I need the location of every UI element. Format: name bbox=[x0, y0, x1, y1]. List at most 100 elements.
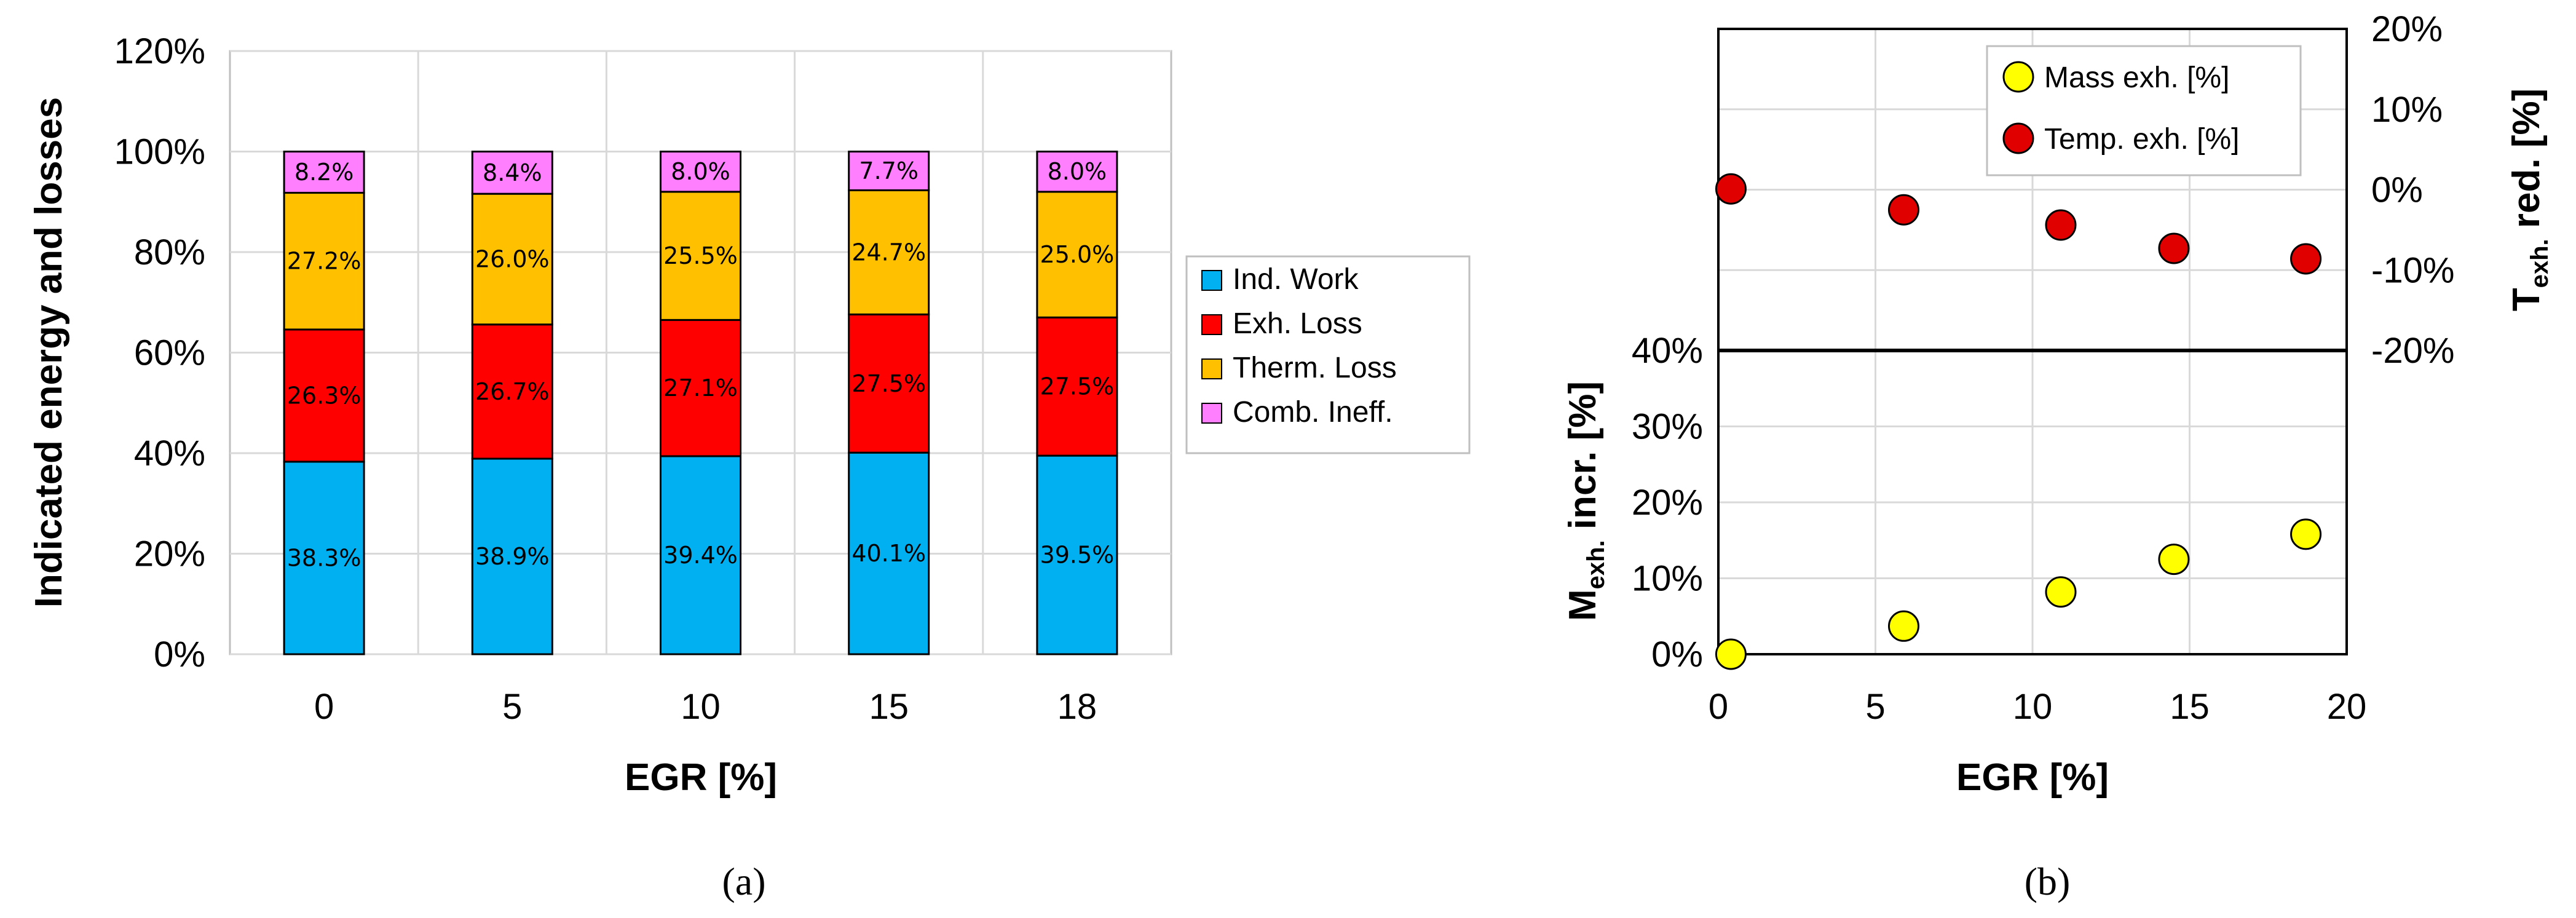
x-axis-title-b: EGR [%] bbox=[1956, 756, 2109, 799]
bar-data-label: 26.0% bbox=[475, 245, 550, 272]
bar-data-label: 25.5% bbox=[663, 242, 738, 269]
y-right-tick-label-b: 0% bbox=[2371, 170, 2423, 210]
bar-data-label: 26.3% bbox=[287, 382, 362, 409]
y-right-title-sub: exh. bbox=[2526, 239, 2553, 288]
legend-a-label: Comb. Ineff. bbox=[1233, 396, 1393, 429]
legend-a-entries: Ind. Work Exh. Loss Therm. Loss Comb. Ineff… bbox=[1201, 263, 1397, 429]
y-left-title-rest: incr. [%] bbox=[1562, 381, 1604, 540]
y-tick-labels-a: 0% 20% 40% 60% 80% 100% 120% bbox=[114, 31, 205, 675]
bar-data-label: 7.7% bbox=[859, 157, 919, 184]
bar-data-label: 38.3% bbox=[287, 544, 362, 571]
gridlines-a bbox=[230, 50, 1171, 655]
x-tick-label-b: 5 bbox=[1865, 687, 1885, 727]
legend-b-marker bbox=[2002, 122, 2034, 154]
points-b bbox=[1715, 173, 2322, 670]
bar-data-label: 26.7% bbox=[475, 378, 550, 405]
bar-segment bbox=[471, 151, 553, 195]
y-left-tick-label-b: 20% bbox=[1632, 483, 1703, 523]
x-tick-label-b: 0 bbox=[1709, 687, 1728, 727]
bar-segment bbox=[471, 457, 553, 655]
y-tick-label-a: 40% bbox=[134, 433, 205, 473]
legend-a-frame bbox=[1185, 255, 1471, 454]
bar-segment bbox=[283, 328, 365, 463]
bar-segment bbox=[660, 191, 741, 321]
bar-data-label: 8.0% bbox=[1048, 158, 1107, 185]
legend-b-label: Temp. exh. [%] bbox=[2044, 123, 2239, 156]
legend-a-swatch bbox=[1201, 358, 1222, 379]
mass-exh-point bbox=[2045, 576, 2077, 608]
y-tick-label-a: 20% bbox=[134, 534, 205, 574]
temp-exh-point bbox=[2158, 232, 2190, 264]
x-axis-title-a: EGR [%] bbox=[625, 756, 777, 799]
temp-exh-point bbox=[2045, 209, 2077, 241]
bar-segment bbox=[660, 455, 741, 655]
legend-a-swatch bbox=[1201, 270, 1222, 291]
legend-a: Ind. Work Exh. Loss Therm. Loss Comb. Ineff… bbox=[1185, 255, 1471, 454]
panel-a-stacked-bar-chart: 38.3% 26.3% 27.2% 8.2% 38.9% 26.7% 26.0% 8.4% 39… bbox=[28, 31, 1471, 903]
bar-data-label: 39.5% bbox=[1040, 542, 1115, 569]
mass-exh-point bbox=[2290, 518, 2322, 550]
y-left-axis-title-b: Mexh. incr. [%] bbox=[1562, 381, 1610, 621]
y-left-title-main: M bbox=[1562, 589, 1604, 621]
x-tick-labels-a: 0 5 10 15 18 bbox=[314, 687, 1097, 727]
y-right-tick-label-b: 10% bbox=[2371, 90, 2443, 130]
x-tick-label-b: 20 bbox=[2327, 687, 2367, 727]
bar-segment bbox=[471, 192, 553, 326]
x-tick-label-a: 15 bbox=[869, 687, 909, 727]
x-tick-label-a: 5 bbox=[502, 687, 522, 727]
panel-label-a: (a) bbox=[722, 860, 765, 903]
bar-data-label: 25.0% bbox=[1040, 241, 1115, 268]
y-right-tick-label-b: -20% bbox=[2371, 331, 2454, 371]
bar-segment bbox=[848, 189, 930, 315]
bar-segment bbox=[848, 313, 930, 454]
legend-a-label: Exh. Loss bbox=[1233, 307, 1362, 340]
x-tick-label-b: 15 bbox=[2170, 687, 2210, 727]
bar-data-label: 27.2% bbox=[287, 248, 362, 275]
y-left-tick-labels-b: 0% 10% 20% 30% 40% bbox=[1632, 331, 1703, 675]
panel-label-b: (b) bbox=[2025, 860, 2071, 903]
legend-a-label: Therm. Loss bbox=[1233, 352, 1397, 384]
x-tick-labels-b: 0 5 10 15 20 bbox=[1709, 687, 2366, 727]
legend-a-label: Ind. Work bbox=[1233, 263, 1359, 296]
legend-b: Mass exh. [%] Temp. exh. [%] bbox=[1986, 45, 2302, 176]
y-left-title-sub: exh. bbox=[1582, 540, 1610, 589]
y-axis-title-a: Indicated energy and losses bbox=[28, 97, 70, 607]
temp-exh-point bbox=[2290, 243, 2322, 275]
bar-segment bbox=[1036, 316, 1118, 457]
bar-segment bbox=[848, 451, 930, 655]
y-left-tick-label-b: 30% bbox=[1632, 407, 1703, 447]
legend-b-marker bbox=[2002, 61, 2034, 93]
y-right-tick-label-b: 20% bbox=[2371, 9, 2443, 49]
bar-segment bbox=[1036, 454, 1118, 655]
bar-segment bbox=[848, 151, 930, 191]
legend-a-swatch bbox=[1201, 403, 1222, 424]
bar-segment bbox=[660, 151, 741, 193]
mass-exh-point bbox=[2158, 544, 2190, 576]
y-tick-label-a: 0% bbox=[154, 635, 205, 675]
bar-data-label: 40.1% bbox=[851, 540, 926, 567]
bar-data-label: 27.1% bbox=[663, 374, 738, 402]
y-right-title-main: T bbox=[2505, 288, 2548, 311]
y-tick-label-a: 80% bbox=[134, 232, 205, 272]
legend-b-entries: Mass exh. [%] Temp. exh. [%] bbox=[2002, 61, 2239, 156]
plot-area-b bbox=[1717, 28, 2348, 655]
bar-data-label: 27.5% bbox=[851, 370, 926, 397]
bar-data-label: 8.0% bbox=[671, 158, 730, 185]
bar-segment bbox=[1036, 151, 1118, 193]
bar-data-label: 24.7% bbox=[851, 239, 926, 266]
x-tick-label-a: 0 bbox=[314, 687, 334, 727]
y-right-tick-label-b: -10% bbox=[2371, 250, 2454, 290]
bar-segment bbox=[283, 192, 365, 331]
bar-segment bbox=[1036, 191, 1118, 319]
bar-data-label: 39.4% bbox=[663, 542, 738, 569]
bar-segment bbox=[471, 323, 553, 460]
bar-segment bbox=[660, 319, 741, 457]
temp-exh-point bbox=[1887, 194, 1919, 226]
y-tick-label-a: 60% bbox=[134, 333, 205, 373]
y-right-tick-labels-b: -20% -10% 0% 10% 20% bbox=[2371, 9, 2454, 371]
bar-segment bbox=[283, 151, 365, 194]
bar-data-label: 8.2% bbox=[294, 159, 354, 186]
bars-a: 38.3% 26.3% 27.2% 8.2% 38.9% 26.7% 26.0% 8.4% 39… bbox=[283, 151, 1118, 655]
x-tick-label-b: 10 bbox=[2013, 687, 2053, 727]
y-right-title-rest: red. [%] bbox=[2505, 89, 2548, 239]
